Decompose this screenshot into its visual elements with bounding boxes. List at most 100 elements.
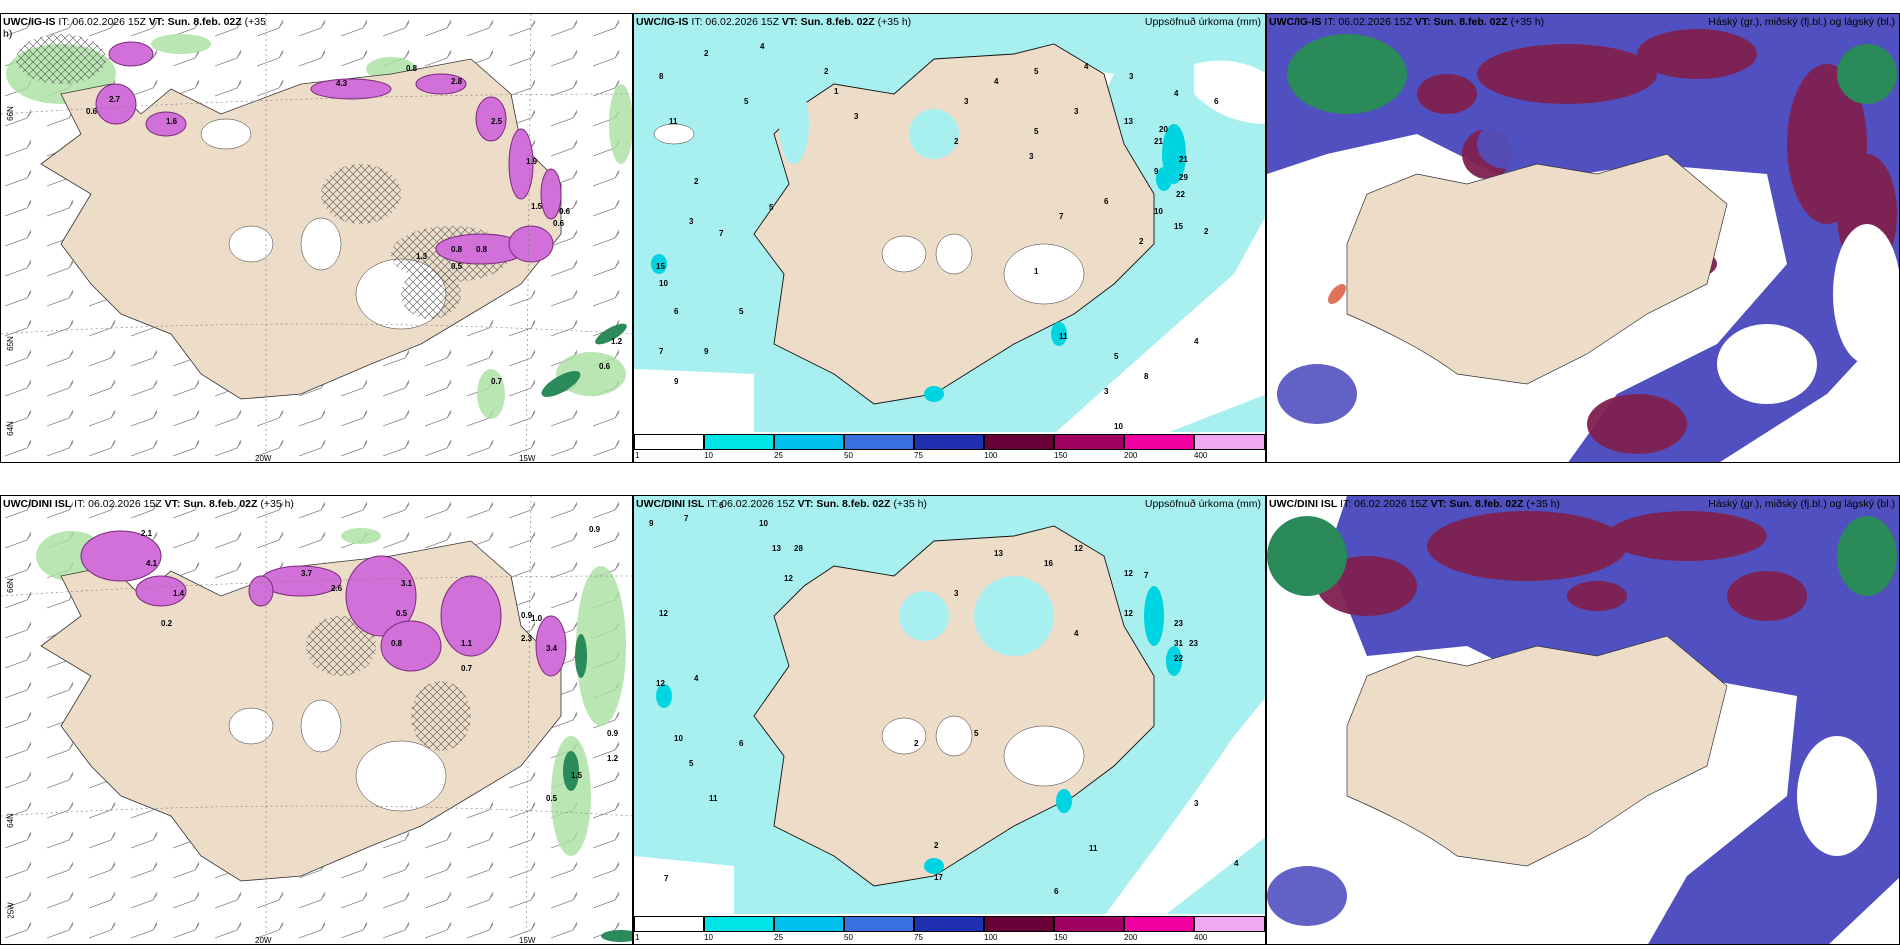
precip-value: 9 bbox=[704, 347, 709, 356]
colorbar-swatch bbox=[1124, 434, 1194, 450]
precip-value: 10 bbox=[1114, 422, 1123, 431]
lon-label: 25W bbox=[6, 902, 16, 919]
precip-value: 7 bbox=[684, 514, 689, 523]
precip-value: 6 bbox=[1214, 97, 1219, 106]
precip-value: 12 bbox=[656, 679, 665, 688]
colorbar-swatch bbox=[984, 916, 1054, 932]
colorbar-label: 75 bbox=[914, 451, 923, 460]
colorbar-swatch bbox=[984, 434, 1054, 450]
precip-value: 15 bbox=[1174, 222, 1183, 231]
colorbar-label: 10 bbox=[704, 451, 713, 460]
panel-bottom-left: 0.9 2.1 1.4 4.1 0.2 3.7 2.6 3.1 0.5 1.1 … bbox=[0, 495, 633, 945]
panel-variable-title: Háský (gr.), miðský (fj.bl.) og lágský (… bbox=[1708, 16, 1895, 28]
precip-value: 5 bbox=[1034, 67, 1039, 76]
colorbar-label: 100 bbox=[984, 451, 998, 460]
panel-title: UWC/IG-IS IT: 06.02.2026 15Z VT: Sun. 8.… bbox=[1269, 16, 1895, 28]
snow-value: 0.7 bbox=[461, 664, 473, 673]
snow-value: 1.1 bbox=[461, 639, 473, 648]
snow-value: 0.6 bbox=[599, 362, 611, 371]
precip-value: 2 bbox=[694, 177, 699, 186]
precip-value: 10 bbox=[674, 734, 683, 743]
colorbar-label: 400 bbox=[1194, 451, 1208, 460]
colorbar-swatch bbox=[774, 916, 844, 932]
panel-variable-title: Háský (gr.), miðský (fj.bl.) og lágský (… bbox=[1708, 498, 1895, 510]
map-dini-precip: 6 9 7 10 13 28 12 12 16 13 12 7 12 23 31… bbox=[634, 496, 1265, 916]
precip-value: 4 bbox=[994, 77, 999, 86]
snow-value: 3.4 bbox=[546, 644, 558, 653]
precip-value: 12 bbox=[1074, 544, 1083, 553]
precip-colorbar: 1 10 25 50 75 100 150 200 400 bbox=[634, 432, 1265, 462]
map-ig-is-precip: 4 2 8 2 1 11 5 3 3 4 5 4 3 4 6 3 5 13 20… bbox=[634, 14, 1265, 434]
precip-value: 1 bbox=[1034, 267, 1039, 276]
precip-value: 6 bbox=[1054, 887, 1059, 896]
precip-value: 5 bbox=[739, 307, 744, 316]
precip-value: 6 bbox=[674, 307, 679, 316]
precip-value: 17 bbox=[934, 873, 943, 882]
precip-value: 21 bbox=[1154, 137, 1163, 146]
precip-value: 12 bbox=[659, 609, 668, 618]
panel-top-left: 0.6 2.7 1.6 0.8 4.3 2.8 2.5 1.9 0.6 0.6 … bbox=[0, 13, 633, 463]
precip-value: 3 bbox=[954, 589, 959, 598]
snow-value: 1.5 bbox=[571, 771, 583, 780]
snow-value: 0.9 bbox=[607, 729, 619, 738]
precip-value: 6 bbox=[719, 501, 724, 510]
precip-value: 6 bbox=[739, 739, 744, 748]
snow-value: 0.8 bbox=[391, 639, 403, 648]
colorbar-swatch bbox=[844, 916, 914, 932]
precip-value: 7 bbox=[1144, 571, 1149, 580]
precip-value: 3 bbox=[1104, 387, 1109, 396]
precip-value: 4 bbox=[1084, 62, 1089, 71]
snow-value: 0.8 bbox=[476, 245, 488, 254]
precip-value: 7 bbox=[659, 347, 664, 356]
precip-value: 31 bbox=[1174, 639, 1183, 648]
precip-value: 10 bbox=[759, 519, 768, 528]
snow-value: 0.5 bbox=[396, 609, 408, 618]
snow-value: 1.6 bbox=[166, 117, 178, 126]
precip-value: 4 bbox=[760, 42, 765, 51]
colorbar-swatch bbox=[704, 916, 774, 932]
colorbar-swatch bbox=[1054, 434, 1124, 450]
snow-value: 0.2 bbox=[161, 619, 173, 628]
colorbar-swatch bbox=[1054, 916, 1124, 932]
precip-value: 2 bbox=[934, 841, 939, 850]
precip-value: 20 bbox=[1159, 125, 1168, 134]
precip-value: 2 bbox=[1204, 227, 1209, 236]
precip-value: 7 bbox=[1059, 212, 1064, 221]
precip-value: 8 bbox=[659, 72, 664, 81]
precip-value: 9 bbox=[1154, 167, 1159, 176]
precip-value: 13 bbox=[1124, 117, 1133, 126]
snow-value: 3.1 bbox=[401, 579, 413, 588]
snow-value: 2.7 bbox=[109, 95, 121, 104]
colorbar-label: 400 bbox=[1194, 933, 1208, 942]
colorbar-label: 200 bbox=[1124, 451, 1138, 460]
colorbar-swatch bbox=[1124, 916, 1194, 932]
map-ig-is-snow-wind: 0.6 2.7 1.6 0.8 4.3 2.8 2.5 1.9 0.6 0.6 … bbox=[1, 14, 632, 462]
colorbar-label: 25 bbox=[774, 933, 783, 942]
snow-value: 1.4 bbox=[173, 589, 185, 598]
precip-value: 3 bbox=[1074, 107, 1079, 116]
precip-value: 11 bbox=[709, 794, 718, 803]
lat-label: 66N bbox=[5, 106, 15, 121]
snow-value: 0.5 bbox=[546, 794, 558, 803]
colorbar-label: 1 bbox=[635, 933, 640, 942]
snow-value: 0.7 bbox=[491, 377, 503, 386]
precip-value: 4 bbox=[1194, 337, 1199, 346]
colorbar-label: 1 bbox=[635, 451, 640, 460]
snow-value: 0.8 bbox=[406, 64, 418, 73]
precip-value: 11 bbox=[669, 117, 678, 126]
precip-value: 5 bbox=[1114, 352, 1119, 361]
colorbar-label: 50 bbox=[844, 451, 853, 460]
precip-value: 9 bbox=[674, 377, 679, 386]
colorbar-swatch bbox=[844, 434, 914, 450]
snow-value: 1.9 bbox=[526, 157, 538, 166]
snow-value: 2.1 bbox=[141, 529, 153, 538]
colorbar-label: 150 bbox=[1054, 451, 1068, 460]
lat-label: 65N bbox=[5, 336, 15, 351]
panel-title: UWC/DINI ISL IT: 06.02.2026 15Z VT: Sun.… bbox=[636, 498, 1261, 510]
precip-value: 3 bbox=[689, 217, 694, 226]
panel-top-right: UWC/IG-IS IT: 06.02.2026 15Z VT: Sun. 8.… bbox=[1266, 13, 1900, 463]
lon-label: 15W bbox=[519, 936, 536, 945]
snow-value: 2.6 bbox=[331, 584, 343, 593]
map-ig-is-clouds bbox=[1267, 14, 1899, 462]
snow-value: 1.3 bbox=[416, 252, 428, 261]
